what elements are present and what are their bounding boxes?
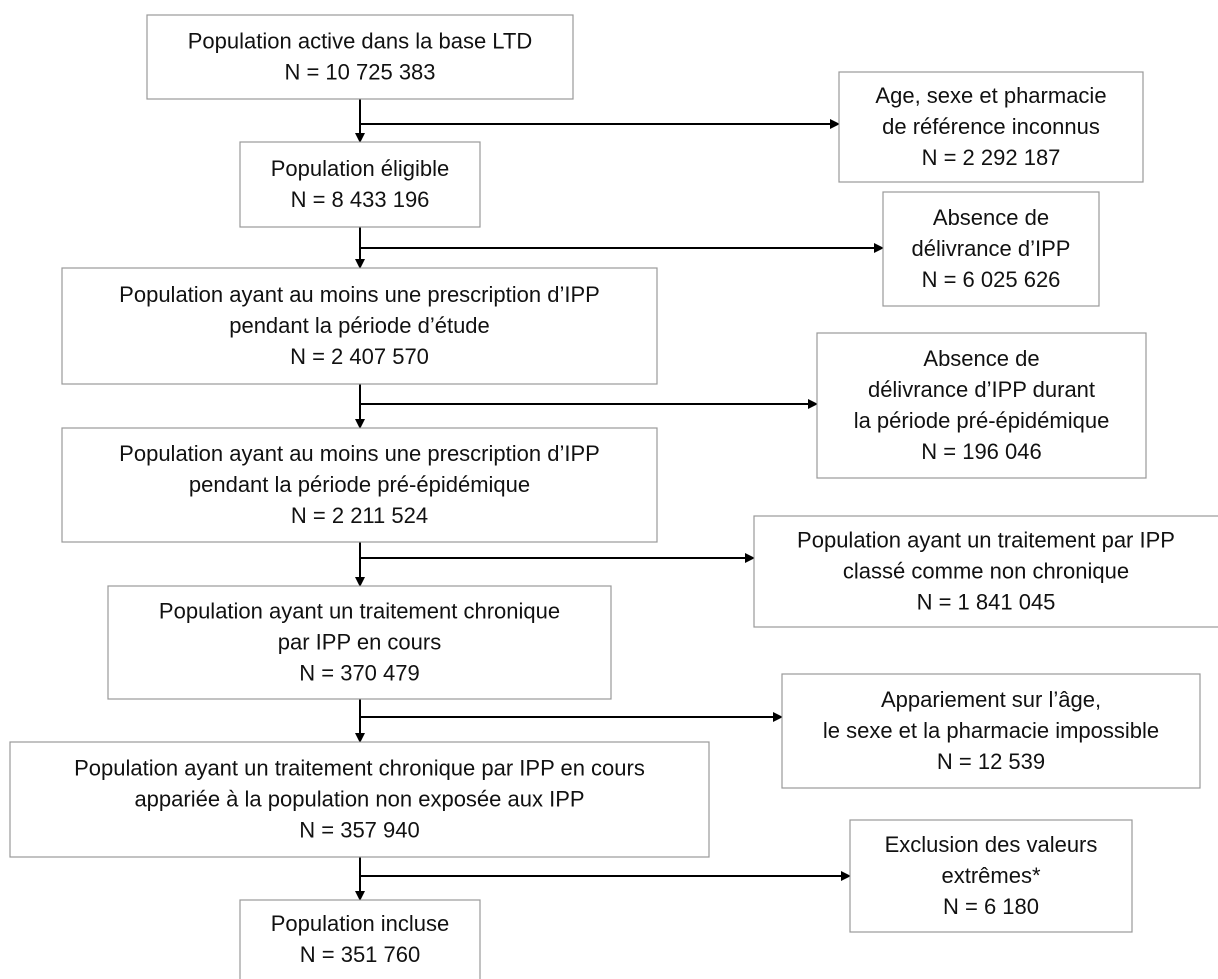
step-box-text: appariée à la population non exposée aux… (134, 786, 584, 811)
step-box-text: N = 8 433 196 (291, 187, 430, 212)
exclusion-box-text: N = 1 841 045 (917, 589, 1056, 614)
step-box (9, 741, 710, 858)
exclusion-box-text: Population ayant un traitement par IPP (797, 527, 1175, 552)
exclusion-box (882, 191, 1100, 307)
exclusion-box-text: Exclusion des valeurs (885, 832, 1098, 857)
exclusion-box-text: la période pré-épidémique (854, 408, 1110, 433)
exclusion-box (753, 515, 1218, 628)
exclusion-box (781, 673, 1201, 789)
step-box-text: N = 2 407 570 (290, 344, 429, 369)
exclusion-box-text: Age, sexe et pharmacie (875, 83, 1106, 108)
step-box (239, 141, 481, 228)
step-box-text: Population ayant au moins une prescripti… (119, 441, 600, 466)
step-box-text: pendant la période pré-épidémique (189, 472, 530, 497)
exclusion-box-text: de référence inconnus (882, 114, 1100, 139)
exclusion-box (838, 71, 1144, 183)
exclusion-box-text: le sexe et la pharmacie impossible (823, 718, 1159, 743)
exclusion-box-text: extrêmes* (941, 863, 1040, 888)
exclusion-box-text: N = 6 025 626 (922, 267, 1061, 292)
step-box-text: Population ayant un traitement chronique (159, 598, 560, 623)
exclusion-box-text: Absence de (933, 205, 1049, 230)
step-box-text: N = 10 725 383 (284, 59, 435, 84)
exclusion-box (816, 332, 1147, 479)
step-box (146, 14, 574, 100)
exclusion-box-text: délivrance d’IPP durant (868, 377, 1095, 402)
step-box-text: par IPP en cours (278, 629, 441, 654)
step-box-text: N = 357 940 (299, 817, 419, 842)
step-box-text: Population ayant un traitement chronique… (74, 755, 645, 780)
exclusion-box-text: classé comme non chronique (843, 558, 1129, 583)
step-box-text: N = 351 760 (300, 942, 420, 967)
exclusion-box-text: délivrance d’IPP (912, 236, 1071, 261)
step-box-text: N = 2 211 524 (291, 503, 428, 528)
exclusion-box-text: Appariement sur l’âge, (881, 687, 1101, 712)
step-box-text: Population incluse (271, 911, 450, 936)
step-box (239, 899, 481, 979)
step-box (61, 267, 658, 385)
exclusion-box-text: N = 196 046 (921, 439, 1041, 464)
step-box-text: Population éligible (271, 156, 450, 181)
exclusion-box-text: N = 2 292 187 (922, 145, 1061, 170)
step-box-text: pendant la période d’étude (229, 313, 490, 338)
exclusion-box-text: N = 6 180 (943, 894, 1039, 919)
exclusion-box-text: N = 12 539 (937, 749, 1045, 774)
step-box-text: Population ayant au moins une prescripti… (119, 282, 600, 307)
exclusion-box-text: Absence de (923, 346, 1039, 371)
step-box-text: N = 370 479 (299, 660, 419, 685)
step-box-text: Population active dans la base LTD (188, 28, 532, 53)
step-box (107, 585, 612, 700)
exclusion-box (849, 819, 1133, 933)
step-box (61, 427, 658, 543)
